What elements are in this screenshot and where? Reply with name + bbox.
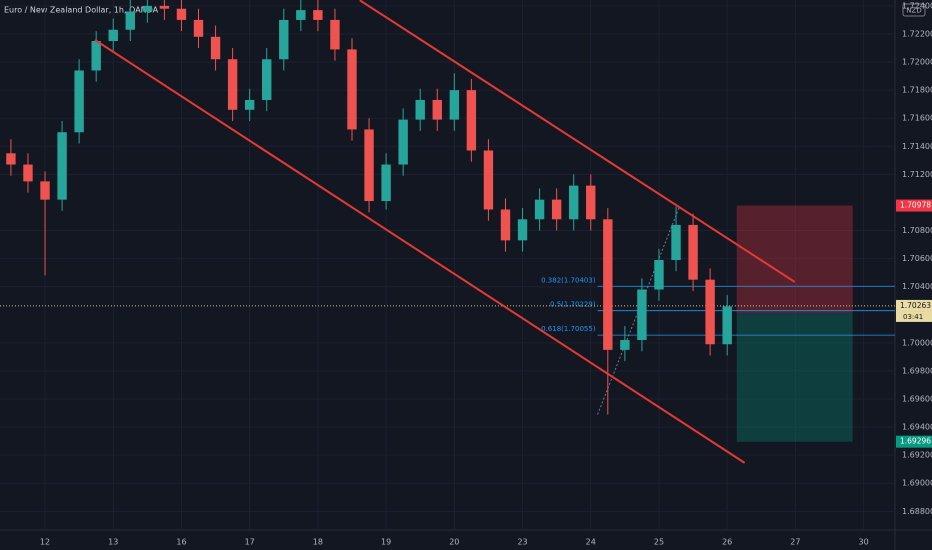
candle-body [449, 90, 460, 120]
candle-body [569, 185, 579, 220]
y-tick-label: 1.69200 [902, 451, 932, 460]
channel-line [359, 0, 796, 283]
y-tick-label: 1.68800 [902, 507, 932, 516]
y-tick-label: 1.70800 [902, 226, 932, 235]
candle-body [262, 59, 272, 100]
candle-body [57, 132, 67, 200]
price-tag [896, 299, 932, 312]
x-tick-label: 26 [722, 538, 732, 547]
candle-body [227, 59, 238, 110]
fib-label: 0.382(1.70403) [541, 276, 596, 284]
price-tag-label: 1.69296 [900, 437, 931, 446]
currency-box[interactable] [902, 3, 926, 17]
countdown-box [896, 311, 932, 322]
fib-label: 0.618(1.70055) [541, 325, 596, 333]
candle-body [159, 5, 170, 9]
x-tick-label: 17 [245, 538, 255, 547]
x-tick-label: 20 [449, 538, 459, 547]
y-tick-label: 1.71400 [902, 142, 932, 151]
x-tick-label: 23 [517, 538, 527, 547]
candle-body [620, 340, 630, 350]
x-tick-label: 19 [381, 538, 391, 547]
y-tick-label: 1.69000 [902, 479, 932, 488]
candle-body [74, 70, 84, 133]
candle-body [23, 164, 33, 182]
y-tick-label: 1.69800 [902, 366, 932, 375]
y-tick-label: 1.70000 [902, 338, 932, 347]
candle-body [603, 219, 613, 350]
candle-body [534, 199, 545, 220]
chart-title: Euro / New Zealand Dollar, 1h, OANDA [4, 6, 159, 15]
candle-body [296, 10, 306, 20]
y-tick-label: 1.72200 [902, 29, 932, 38]
candle-body [517, 219, 528, 241]
candle-body [108, 29, 118, 41]
y-tick-label: 1.71200 [902, 170, 932, 179]
y-tick-label: 1.71600 [902, 114, 932, 123]
stop-zone [736, 205, 853, 314]
candle-body [279, 19, 289, 60]
currency-label[interactable]: NZD [906, 7, 921, 15]
candle-body [586, 185, 596, 220]
countdown: 03:41 [903, 313, 923, 321]
y-tick-label: 1.72400 [902, 1, 932, 10]
candle-body [671, 224, 681, 261]
candle-body [244, 99, 255, 110]
candle-body [347, 49, 357, 130]
x-tick-label: 13 [108, 538, 118, 547]
candle-body [415, 99, 425, 120]
price-tag [896, 199, 932, 212]
channel-line [94, 39, 746, 464]
price-tag-label: 1.70263 [900, 301, 931, 310]
x-tick-label: 18 [313, 538, 323, 547]
x-tick-label: 27 [790, 538, 800, 547]
candle-body [176, 8, 187, 20]
y-tick-label: 1.69400 [902, 423, 932, 432]
x-tick-label: 12 [40, 538, 50, 547]
x-tick-label: 24 [586, 538, 596, 547]
target-zone [736, 313, 853, 442]
fib-trend-line [597, 206, 680, 415]
candle-body [688, 224, 698, 280]
candle-body [6, 153, 16, 165]
y-tick-label: 1.72000 [902, 58, 932, 67]
candle-body [330, 19, 340, 50]
candle-body [398, 119, 408, 165]
y-tick-label: 1.70400 [902, 282, 932, 291]
candle-body [40, 181, 50, 200]
x-tick-label: 16 [176, 538, 186, 547]
fib-label: 0.5(1.70229) [550, 301, 596, 309]
candle-body [483, 150, 494, 210]
candle-body [722, 306, 732, 345]
candle-body [313, 10, 323, 20]
x-tick-label: 30 [859, 538, 869, 547]
candle-body [125, 11, 135, 30]
candle-body [91, 40, 101, 71]
candle-body [705, 279, 715, 345]
candle-body [142, 5, 153, 12]
candle-body [210, 36, 221, 60]
y-tick-label: 1.71800 [902, 86, 932, 95]
candle-body [637, 289, 647, 341]
candle-body [432, 99, 442, 120]
y-tick-label: 1.70600 [902, 254, 932, 263]
candle-body [193, 19, 204, 37]
candle-body [500, 209, 511, 241]
price-tag [896, 435, 932, 448]
price-tag-label: 1.70978 [900, 201, 931, 210]
y-tick-label: 1.69600 [902, 395, 932, 404]
candle-body [364, 129, 374, 202]
candle-body [381, 164, 391, 202]
candle-body [654, 260, 664, 290]
x-tick-label: 25 [654, 538, 664, 547]
candle-body [551, 199, 562, 220]
candle-body [466, 90, 477, 151]
